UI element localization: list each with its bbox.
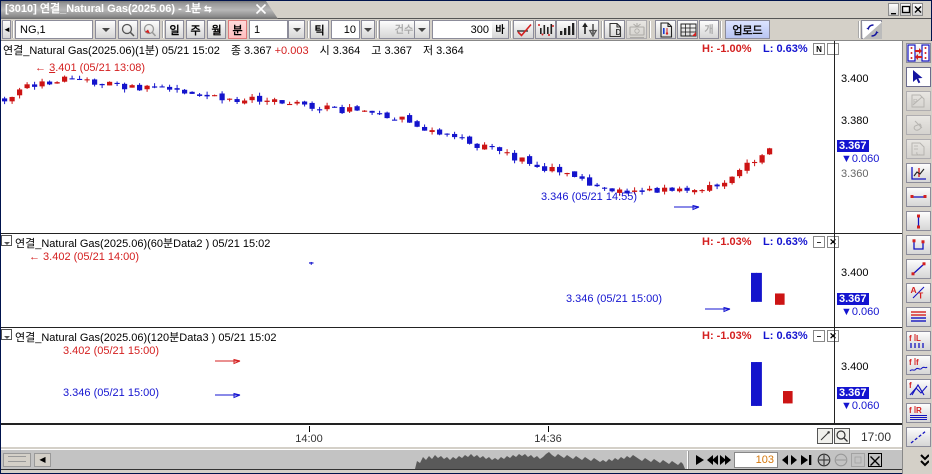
- svg-text:f: f: [909, 358, 912, 367]
- svg-text:f: f: [909, 381, 912, 390]
- svg-text:D: D: [616, 28, 622, 37]
- svg-text:T: T: [918, 291, 924, 301]
- svg-text:A: A: [911, 285, 917, 295]
- svg-text:f: f: [909, 334, 912, 343]
- svg-text:f: f: [916, 358, 919, 367]
- svg-text:f: f: [909, 406, 912, 415]
- svg-text:R: R: [916, 406, 922, 415]
- svg-text:L: L: [916, 334, 921, 343]
- svg-text:P: P: [913, 99, 918, 106]
